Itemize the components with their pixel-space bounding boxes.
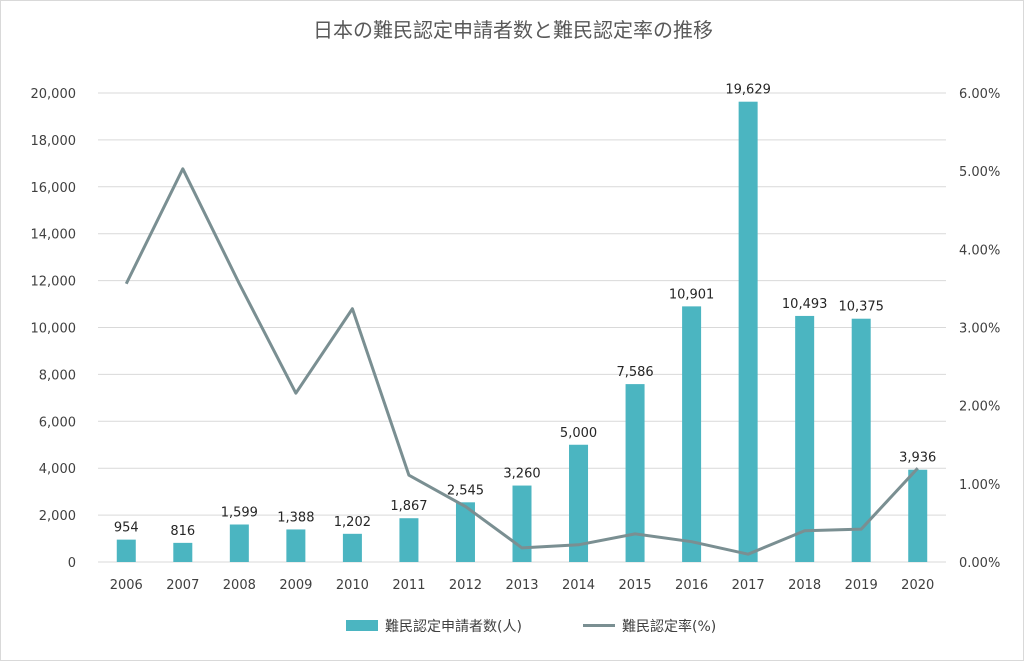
x-tick-label: 2011 [392, 578, 425, 593]
bar-data-label: 1,867 [390, 499, 427, 514]
x-tick-label: 2015 [619, 578, 652, 593]
legend-label-bars: 難民認定申請者数(人) [385, 619, 522, 635]
x-tick-label: 2020 [901, 578, 934, 593]
y-tick-label: 16,000 [31, 181, 77, 196]
x-tick-label: 2018 [788, 578, 821, 593]
chart-title: 日本の難民認定申請者数と難民認定率の推移 [313, 18, 713, 42]
bar-data-label: 1,202 [334, 515, 371, 530]
y-tick-label: 14,000 [31, 228, 77, 243]
x-tick-label: 2013 [505, 578, 538, 593]
y-tick-label: 0 [68, 556, 76, 571]
y2-tick-label: 1.00% [959, 478, 1000, 493]
y-tick-label: 4,000 [39, 462, 76, 477]
bar-data-label: 10,493 [782, 297, 828, 312]
x-tick-label: 2019 [845, 578, 878, 593]
y-tick-label: 2,000 [39, 509, 76, 524]
y-tick-label: 6,000 [39, 415, 76, 430]
bar [455, 502, 475, 562]
x-tick-label: 2017 [732, 578, 765, 593]
bar [229, 524, 249, 562]
bar [512, 485, 532, 562]
bar [173, 542, 193, 562]
y-tick-label: 10,000 [31, 322, 77, 337]
bar [908, 469, 928, 562]
bar [738, 101, 758, 562]
x-tick-label: 2009 [279, 578, 312, 593]
legend-swatch-bars [346, 620, 378, 631]
bar-data-label: 954 [114, 521, 139, 536]
bar-data-label: 5,000 [560, 426, 597, 441]
y2-tick-label: 5.00% [959, 165, 1000, 180]
y-tick-label: 12,000 [31, 275, 77, 290]
y-tick-label: 8,000 [39, 368, 76, 383]
x-tick-label: 2010 [336, 578, 369, 593]
bar-data-label: 1,599 [221, 506, 258, 521]
bar-data-label: 2,545 [447, 483, 484, 498]
bar [569, 444, 589, 562]
x-tick-label: 2016 [675, 578, 708, 593]
x-tick-label: 2014 [562, 578, 595, 593]
bar-data-label: 10,375 [838, 300, 884, 315]
bar [399, 518, 419, 562]
y-tick-label: 18,000 [31, 134, 77, 149]
bar [795, 315, 815, 562]
bar [286, 529, 306, 562]
y2-tick-label: 6.00% [959, 87, 1000, 102]
x-tick-label: 2007 [166, 578, 199, 593]
bar-data-label: 3,260 [503, 467, 540, 482]
x-tick-label: 2006 [110, 578, 143, 593]
bar-data-label: 3,936 [899, 451, 936, 466]
bar [625, 384, 645, 562]
bar-data-label: 19,629 [725, 83, 771, 98]
y2-tick-label: 3.00% [959, 322, 1000, 337]
bar [116, 539, 136, 562]
bar-data-label: 1,388 [277, 510, 314, 525]
bar-data-label: 7,586 [616, 365, 653, 380]
bar [851, 318, 871, 562]
bar [342, 533, 362, 562]
legend-label-line: 難民認定率(%) [622, 618, 716, 635]
bar-data-label: 10,901 [669, 287, 715, 302]
bar-data-label: 816 [170, 524, 195, 539]
y2-tick-label: 0.00% [959, 556, 1000, 571]
x-tick-label: 2012 [449, 578, 482, 593]
y-tick-label: 20,000 [31, 87, 77, 102]
bar [682, 306, 702, 562]
y2-tick-label: 4.00% [959, 243, 1000, 258]
y2-tick-label: 2.00% [959, 400, 1000, 415]
x-tick-label: 2008 [223, 578, 256, 593]
rate-line [124, 167, 919, 556]
